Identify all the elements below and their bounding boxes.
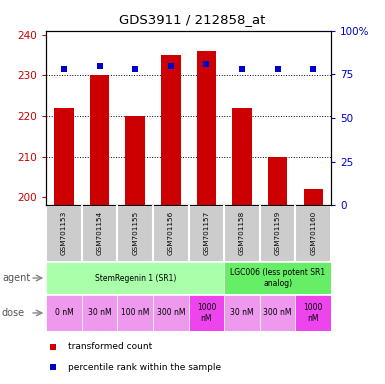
Bar bbox=[82, 295, 117, 331]
Text: 0 nM: 0 nM bbox=[55, 308, 74, 318]
Text: GDS3911 / 212858_at: GDS3911 / 212858_at bbox=[119, 13, 266, 26]
Bar bbox=[47, 206, 81, 261]
Bar bbox=[126, 116, 145, 205]
Bar bbox=[296, 206, 330, 261]
Bar bbox=[225, 206, 259, 261]
Text: StemRegenin 1 (SR1): StemRegenin 1 (SR1) bbox=[95, 273, 176, 283]
Bar bbox=[46, 295, 82, 331]
Bar bbox=[82, 206, 117, 261]
Text: 300 nM: 300 nM bbox=[157, 308, 185, 318]
Bar bbox=[268, 157, 288, 205]
Text: transformed count: transformed count bbox=[68, 343, 152, 351]
Text: GSM701154: GSM701154 bbox=[97, 211, 103, 255]
Bar bbox=[54, 108, 74, 205]
Text: 100 nM: 100 nM bbox=[121, 308, 149, 318]
Bar bbox=[232, 108, 252, 205]
Bar bbox=[303, 189, 323, 205]
Text: GSM701156: GSM701156 bbox=[168, 211, 174, 255]
Bar bbox=[189, 206, 224, 261]
Bar bbox=[189, 295, 224, 331]
Bar bbox=[261, 206, 295, 261]
Bar bbox=[90, 75, 109, 205]
Bar bbox=[154, 206, 188, 261]
Text: dose: dose bbox=[2, 308, 25, 318]
Bar bbox=[224, 262, 331, 294]
Bar bbox=[224, 295, 260, 331]
Text: GSM701160: GSM701160 bbox=[310, 211, 316, 255]
Bar bbox=[118, 206, 152, 261]
Text: GSM701157: GSM701157 bbox=[203, 211, 209, 255]
Text: GSM701155: GSM701155 bbox=[132, 211, 138, 255]
Text: 1000
nM: 1000 nM bbox=[197, 303, 216, 323]
Bar bbox=[153, 295, 189, 331]
Text: 30 nM: 30 nM bbox=[230, 308, 254, 318]
Bar bbox=[161, 55, 181, 205]
Text: 300 nM: 300 nM bbox=[263, 308, 292, 318]
Text: 1000
nM: 1000 nM bbox=[304, 303, 323, 323]
Text: agent: agent bbox=[2, 273, 30, 283]
Text: GSM701158: GSM701158 bbox=[239, 211, 245, 255]
Bar bbox=[117, 295, 153, 331]
Text: percentile rank within the sample: percentile rank within the sample bbox=[68, 363, 221, 372]
Text: LGC006 (less potent SR1
analog): LGC006 (less potent SR1 analog) bbox=[230, 268, 325, 288]
Bar bbox=[46, 262, 224, 294]
Bar bbox=[296, 295, 331, 331]
Bar bbox=[260, 295, 296, 331]
Text: GSM701153: GSM701153 bbox=[61, 211, 67, 255]
Text: GSM701159: GSM701159 bbox=[275, 211, 281, 255]
Bar bbox=[197, 51, 216, 205]
Text: 30 nM: 30 nM bbox=[88, 308, 111, 318]
